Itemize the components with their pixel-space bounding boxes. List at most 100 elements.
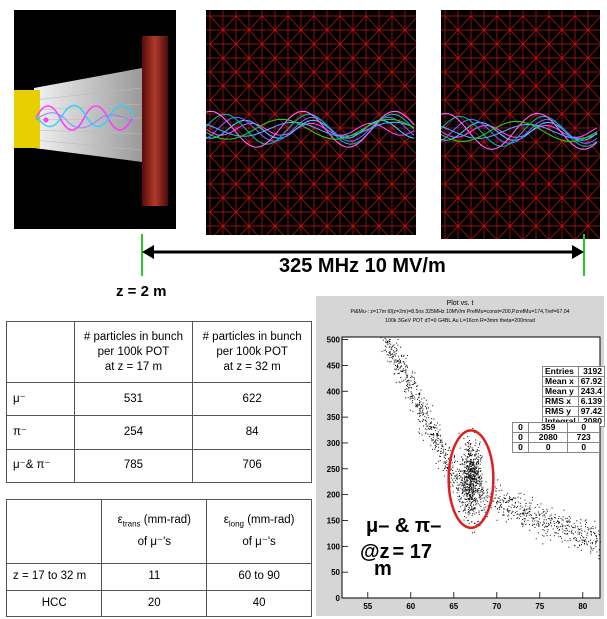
scatter-point bbox=[392, 350, 394, 352]
cell-value: 622 bbox=[192, 381, 312, 417]
scatter-point bbox=[439, 429, 441, 431]
scatter-point bbox=[462, 510, 464, 512]
scatter-point bbox=[463, 477, 465, 479]
cell-value: 11 bbox=[101, 563, 208, 591]
scatter-point bbox=[398, 381, 400, 383]
scatter-point bbox=[433, 433, 434, 435]
scatter-point bbox=[594, 527, 596, 529]
scatter-point bbox=[512, 498, 514, 500]
table-row: HCC 20 40 bbox=[5, 589, 312, 617]
scatter-point bbox=[433, 434, 435, 436]
scatter-point bbox=[472, 478, 474, 480]
scatter-point bbox=[516, 510, 518, 512]
scatter-point bbox=[470, 443, 472, 445]
scatter-point bbox=[414, 382, 416, 384]
row-label-pion: π⁻ bbox=[6, 415, 75, 450]
scatter-point bbox=[467, 509, 469, 510]
scatter-point bbox=[434, 424, 436, 426]
scatter-point bbox=[452, 491, 454, 493]
scatter-point bbox=[471, 468, 473, 470]
scatter-point bbox=[474, 458, 476, 460]
scatter-point bbox=[456, 492, 458, 494]
scatter-point bbox=[387, 342, 389, 344]
scatter-point bbox=[535, 538, 537, 540]
scatter-point bbox=[587, 529, 589, 531]
scatter-point bbox=[472, 487, 474, 489]
scatter-point bbox=[494, 506, 496, 508]
scatter-point bbox=[459, 511, 461, 513]
scatter-point bbox=[464, 490, 466, 492]
scatter-point bbox=[477, 473, 479, 475]
scatter-point bbox=[424, 419, 426, 421]
scatter-point bbox=[470, 494, 472, 496]
scatter-point bbox=[514, 506, 516, 508]
scatter-point bbox=[458, 511, 460, 513]
scatter-point bbox=[405, 368, 407, 370]
scatter-point bbox=[398, 363, 400, 364]
scatter-point bbox=[468, 450, 470, 452]
scatter-point bbox=[573, 527, 575, 529]
scatter-point bbox=[486, 516, 488, 518]
scatter-point bbox=[432, 434, 434, 436]
particle-track bbox=[441, 123, 598, 139]
scatter-point bbox=[515, 497, 517, 499]
scatter-point bbox=[464, 455, 466, 457]
scatter-point bbox=[495, 494, 497, 496]
scatter-point bbox=[504, 498, 506, 500]
scatter-point bbox=[419, 411, 421, 413]
scatter-point bbox=[384, 345, 386, 347]
particle-track bbox=[441, 118, 598, 144]
scatter-point bbox=[579, 540, 581, 542]
scatter-point bbox=[565, 525, 567, 527]
scatter-point bbox=[403, 368, 405, 370]
scatter-point bbox=[410, 386, 412, 388]
scatter-point bbox=[473, 480, 475, 482]
scatter-point bbox=[557, 533, 559, 535]
scatter-point bbox=[528, 524, 530, 526]
scatter-point bbox=[465, 481, 467, 483]
scatter-point bbox=[436, 442, 437, 444]
scatter-point bbox=[427, 414, 429, 416]
scatter-point bbox=[415, 405, 417, 407]
scatter-point bbox=[433, 442, 434, 444]
scatter-point bbox=[474, 522, 476, 524]
scatter-point bbox=[465, 517, 467, 519]
scatter-point bbox=[412, 410, 414, 412]
scatter-point bbox=[426, 412, 428, 414]
scatter-point bbox=[477, 472, 479, 474]
scatter-point bbox=[464, 449, 466, 451]
scatter-point bbox=[477, 501, 479, 503]
scatter-point bbox=[468, 511, 470, 513]
scatter-point bbox=[479, 463, 481, 465]
scatter-point bbox=[436, 435, 438, 437]
scatter-point bbox=[423, 412, 425, 414]
scatter-point bbox=[470, 459, 472, 461]
scatter-point bbox=[480, 505, 482, 507]
scatter-point bbox=[430, 427, 432, 429]
scatter-point bbox=[475, 466, 477, 468]
scatter-point bbox=[430, 421, 432, 423]
scatter-point bbox=[553, 523, 555, 524]
scatter-point bbox=[531, 514, 532, 516]
scatter-point bbox=[542, 534, 544, 536]
scatter-point bbox=[468, 471, 470, 473]
scatter-point bbox=[466, 461, 468, 463]
scatter-point bbox=[409, 409, 411, 411]
scatter-point bbox=[418, 404, 420, 406]
scatter-point bbox=[554, 532, 556, 534]
scatter-point bbox=[479, 460, 481, 462]
scatter-point bbox=[520, 516, 522, 517]
scatter-point bbox=[464, 475, 466, 477]
scatter-point bbox=[517, 516, 519, 518]
scatter-point bbox=[469, 455, 470, 457]
scatter-point bbox=[404, 370, 406, 372]
scatter-point bbox=[443, 448, 445, 450]
scatter-point bbox=[443, 450, 444, 452]
scatter-point bbox=[461, 502, 463, 504]
scatter-point bbox=[466, 486, 468, 488]
scatter-point bbox=[448, 447, 450, 449]
scatter-point bbox=[468, 502, 470, 504]
scatter-point bbox=[476, 451, 478, 452]
scatter-point bbox=[424, 416, 426, 418]
